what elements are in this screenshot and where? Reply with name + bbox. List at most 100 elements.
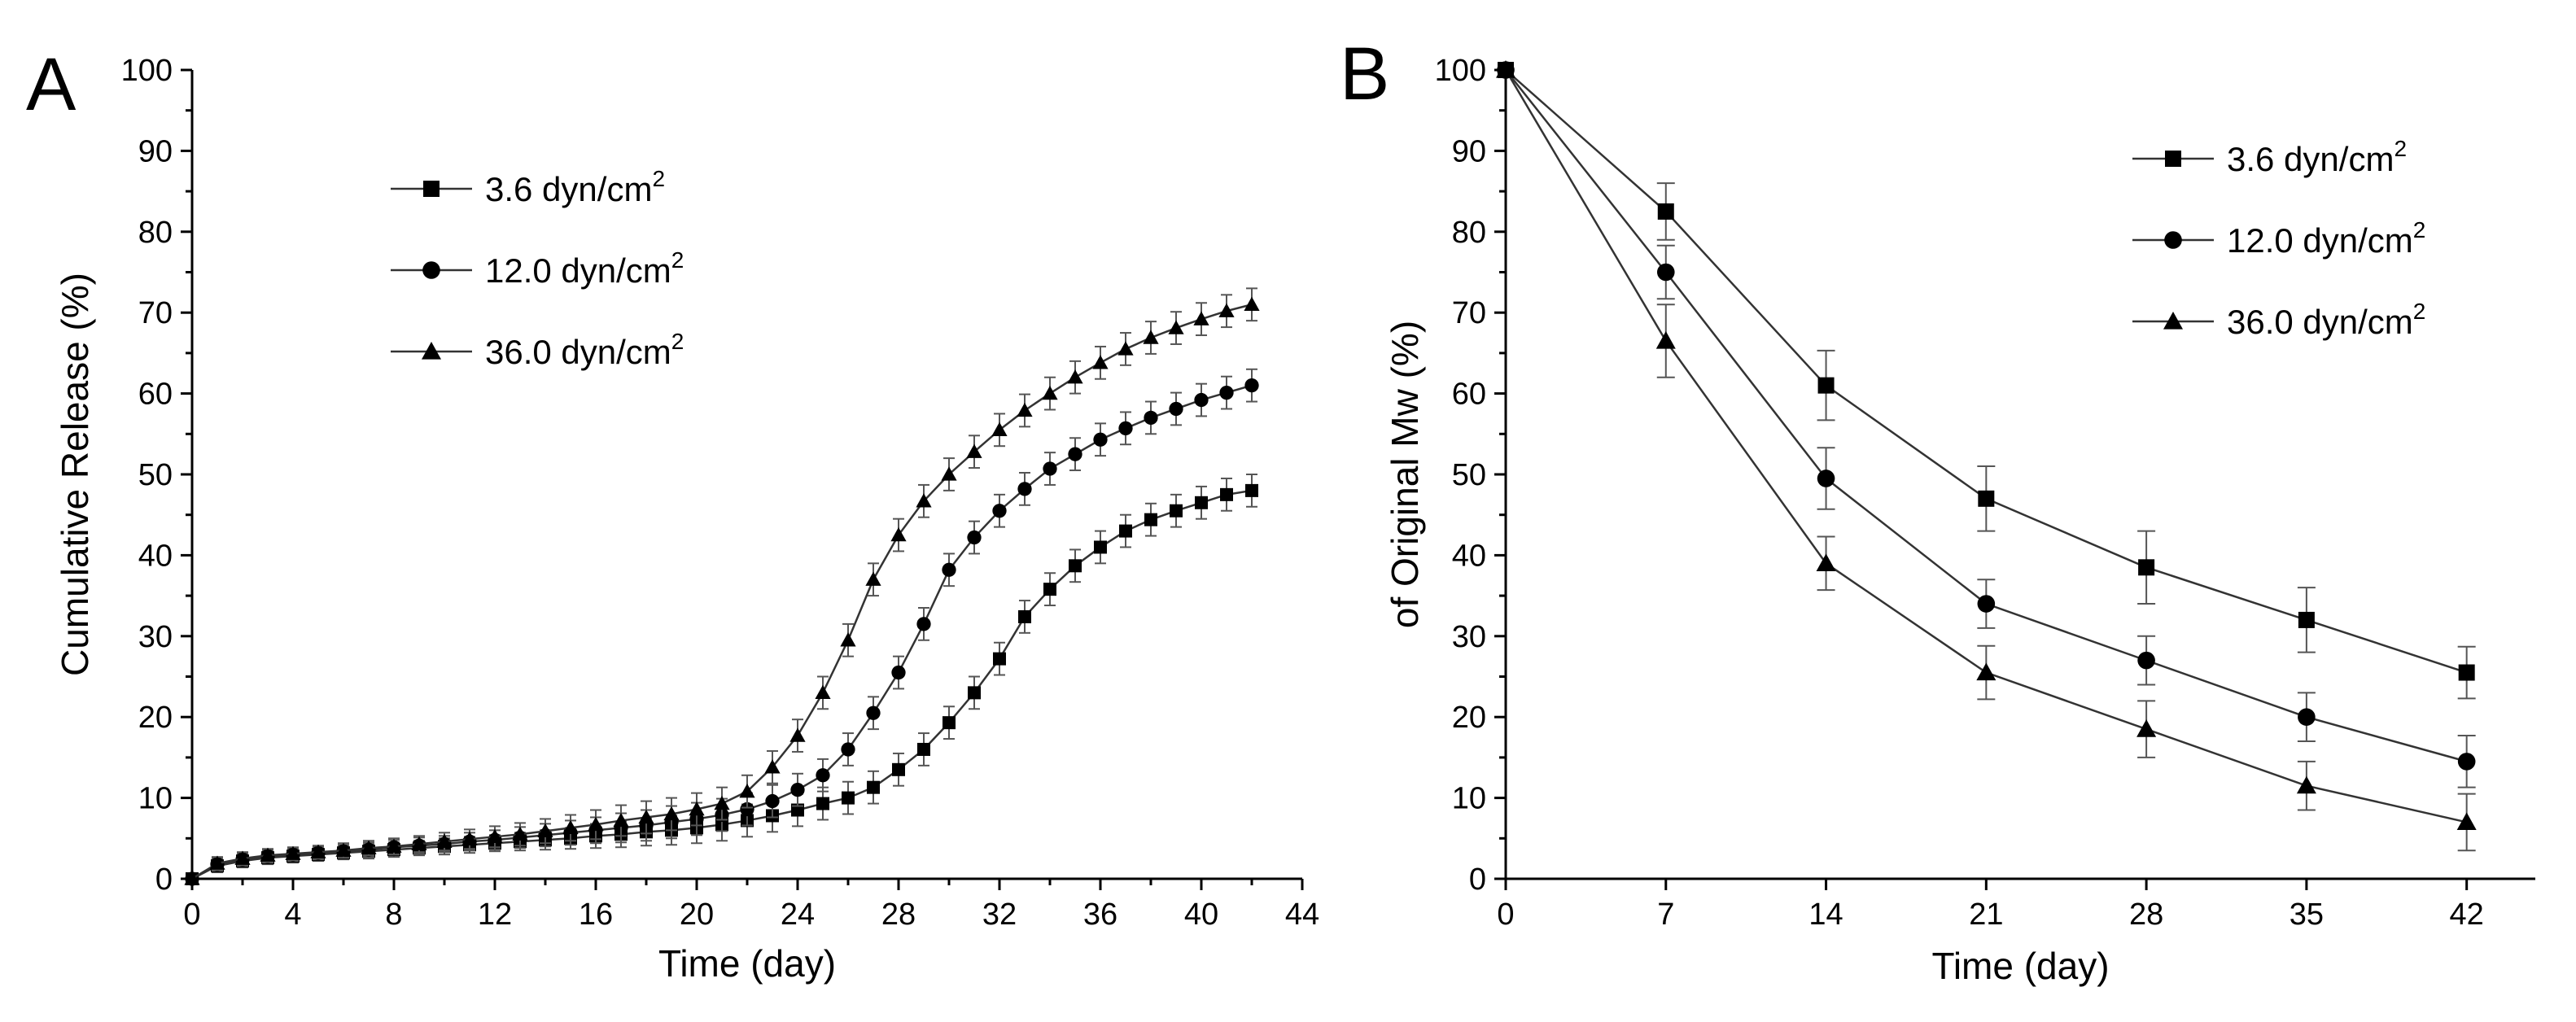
triangle-marker — [1655, 330, 1676, 349]
y-tick-label: 60 — [138, 378, 173, 412]
legend-label: 3.6 dyn/cm2 — [485, 166, 665, 208]
triangle-marker — [512, 826, 528, 841]
circle-marker — [1068, 447, 1082, 461]
triangle-marker — [285, 845, 301, 860]
square-marker — [1018, 609, 1031, 623]
square-marker — [2165, 151, 2181, 167]
circle-marker — [2164, 231, 2182, 249]
y-axis-title: of Original Mw (%) — [1384, 321, 1426, 628]
legend-label-text: 12.0 dyn/cm — [485, 251, 671, 290]
legend-label-superscript: 2 — [2394, 136, 2407, 161]
square-marker — [968, 686, 981, 700]
circle-marker — [2137, 651, 2155, 670]
circle-marker — [1017, 482, 1032, 496]
circle-marker — [1169, 401, 1183, 417]
x-tick-label: 28 — [2129, 898, 2163, 932]
x-tick-label: 28 — [881, 898, 916, 932]
triangle-marker — [941, 466, 957, 481]
triangle-marker — [663, 806, 680, 821]
legend-label: 3.6 dyn/cm2 — [2227, 136, 2407, 178]
circle-marker — [765, 793, 780, 809]
triangle-marker — [310, 844, 326, 858]
triangle-marker — [1976, 662, 1997, 681]
legend-label: 12.0 dyn/cm2 — [2227, 217, 2425, 260]
triangle-marker — [613, 812, 629, 828]
legend-label: 12.0 dyn/cm2 — [485, 247, 684, 290]
circle-marker — [967, 530, 982, 545]
circle-marker — [992, 504, 1007, 518]
square-marker — [1245, 483, 1258, 497]
chart-b: 0 10 20 30 40 50 60 70 80 90 100 0 7 14 21 28 35 42 Time (… — [1384, 54, 2535, 987]
triangle-marker — [1193, 311, 1209, 325]
triangle-marker — [184, 871, 200, 885]
legend-entry: 3.6 dyn/cm2 — [2132, 136, 2407, 178]
circle-marker — [1817, 470, 1835, 487]
x-tick-label: 0 — [1497, 898, 1514, 932]
square-marker — [1220, 487, 1233, 501]
y-tick-label: 30 — [1452, 620, 1486, 654]
x-tick-label: 4 — [284, 898, 301, 932]
x-tick-label: 24 — [781, 898, 815, 932]
square-marker — [892, 762, 905, 776]
x-tick-label: 8 — [385, 898, 402, 932]
y-tick-label: 40 — [1452, 539, 1486, 573]
circle-marker — [422, 261, 440, 279]
square-marker — [1978, 490, 1995, 507]
circle-marker — [1977, 595, 1996, 613]
triangle-marker — [739, 784, 755, 798]
x-tick-label: 12 — [478, 898, 512, 932]
triangle-marker — [865, 571, 881, 586]
y-tick-label: 40 — [138, 539, 173, 573]
circle-marker — [1093, 432, 1108, 447]
triangle-marker — [209, 855, 225, 870]
triangle-marker — [361, 840, 377, 854]
triangle-marker — [1244, 296, 1260, 311]
square-marker — [1119, 524, 1132, 538]
square-marker — [2298, 611, 2315, 628]
triangle-marker — [487, 828, 503, 843]
triangle-marker — [386, 838, 402, 853]
x-tick-label: 32 — [982, 898, 1017, 932]
triangle-marker — [1092, 355, 1109, 369]
triangle-marker — [411, 836, 427, 850]
circle-marker — [740, 801, 754, 817]
square-marker — [1817, 377, 1835, 394]
circle-marker — [866, 705, 881, 720]
triangle-marker — [991, 421, 1008, 437]
square-marker — [1170, 504, 1183, 518]
x-tick-label: 35 — [2290, 898, 2324, 932]
square-marker — [842, 791, 855, 805]
series-square — [1498, 62, 2476, 700]
circle-marker — [1194, 392, 1209, 408]
chart-a: 0 10 20 30 40 50 60 70 80 90 100 0 4 8 12 16 20 24 28 32 36 4… — [54, 54, 1319, 985]
series-line — [1504, 69, 2467, 823]
y-tick-label: 90 — [138, 134, 173, 168]
circle-marker — [841, 742, 855, 757]
x-tick-label: 20 — [680, 898, 714, 932]
square-marker — [423, 181, 440, 197]
triangle-marker — [461, 831, 478, 845]
y-tick-label: 10 — [138, 782, 173, 816]
triangle-marker — [2136, 719, 2157, 737]
y-tick-label: 70 — [1452, 296, 1486, 330]
triangle-marker — [436, 833, 453, 848]
triangle-marker — [1042, 386, 1058, 400]
triangle-marker — [789, 727, 806, 742]
triangle-marker — [1143, 330, 1159, 344]
triangle-marker — [1816, 553, 1836, 571]
legend-label-superscript: 2 — [671, 247, 684, 273]
circle-marker — [1656, 263, 1675, 282]
circle-marker — [891, 665, 906, 680]
triangle-marker — [234, 850, 251, 865]
legend-entry: 3.6 dyn/cm2 — [391, 166, 665, 208]
triangle-marker — [2296, 775, 2316, 794]
legend-label-text: 3.6 dyn/cm — [485, 170, 652, 208]
triangle-marker — [916, 493, 932, 508]
legend-label-text: 36.0 dyn/cm — [2227, 303, 2413, 341]
triangle-marker — [1067, 369, 1083, 384]
legend-label-text: 3.6 dyn/cm — [2227, 140, 2394, 178]
circle-marker — [790, 783, 805, 797]
square-marker — [1657, 203, 1674, 220]
y-tick-label: 0 — [1469, 863, 1486, 897]
